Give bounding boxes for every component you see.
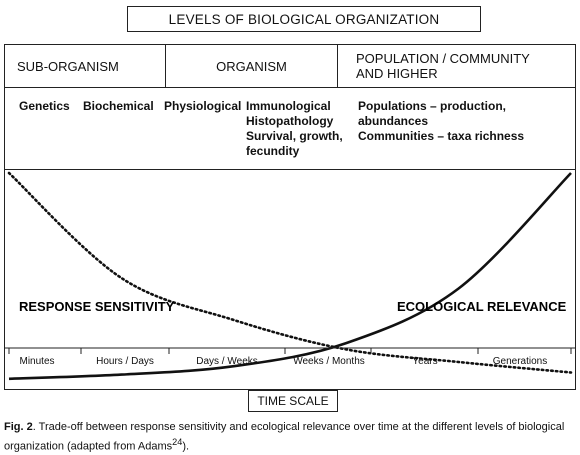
tick-label-weeks-months: Weeks / Months — [293, 356, 365, 367]
diagram-title: LEVELS OF BIOLOGICAL ORGANIZATION — [127, 6, 481, 32]
level-immunological: Immunological — [246, 99, 331, 113]
column-header-organism: ORGANISM — [166, 45, 338, 87]
x-axis-title: TIME SCALE — [248, 390, 338, 412]
level-organism-list: Immunological Histopathology Survival, g… — [246, 99, 343, 159]
level-biochemical: Biochemical — [83, 99, 154, 113]
column-label: SUB-ORGANISM — [17, 58, 119, 74]
level-fecundity: fecundity — [246, 144, 300, 158]
caption-text: . Trade-off between response sensitivity… — [4, 421, 565, 453]
tick-label-days-weeks: Days / Weeks — [196, 356, 258, 367]
tradeoff-chart: RESPONSE SENSITIVITY ECOLOGICAL RELEVANC… — [7, 171, 573, 381]
column-label-line2: AND HIGHER — [356, 66, 438, 81]
tick-label-hours-days: Hours / Days — [96, 356, 154, 367]
series-label-ecological-relevance: ECOLOGICAL RELEVANCE — [397, 299, 567, 314]
level-populations: Populations – production, — [358, 99, 506, 113]
column-header-population: POPULATION / COMMUNITY AND HIGHER — [338, 45, 575, 87]
figure-caption: Fig. 2. Trade-off between response sensi… — [4, 420, 578, 455]
tick-label-generations: Generations — [492, 356, 548, 367]
level-communities: Communities – taxa richness — [358, 129, 525, 143]
diagram-title-text: LEVELS OF BIOLOGICAL ORGANIZATION — [168, 11, 440, 27]
level-physiological: Physiological — [164, 99, 242, 113]
level-histopathology: Histopathology — [246, 114, 334, 128]
level-survival: Survival, growth, — [246, 129, 343, 143]
column-label-line1: POPULATION / COMMUNITY — [356, 51, 530, 66]
tick-label-years: Years — [412, 356, 438, 367]
diagram-frame: SUB-ORGANISM ORGANISM POPULATION / COMMU… — [4, 44, 576, 390]
tick-label-minutes: Minutes — [19, 356, 55, 367]
caption-figure-number: Fig. 2 — [4, 421, 33, 433]
column-label: ORGANISM — [216, 58, 287, 74]
series-line-ecological-relevance — [8, 172, 572, 381]
level-population-list: Populations – production, abundances Com… — [358, 99, 524, 144]
column-header-row: SUB-ORGANISM ORGANISM POPULATION / COMMU… — [5, 45, 575, 88]
x-axis-title-text: TIME SCALE — [257, 394, 329, 408]
level-abundances: abundances — [358, 114, 429, 128]
caption-suffix: ). — [182, 440, 190, 453]
level-genetics: Genetics — [19, 99, 70, 113]
time-axis — [4, 347, 576, 354]
levels-row: Genetics Biochemical Physiological Immun… — [5, 87, 575, 170]
column-header-sub-organism: SUB-ORGANISM — [5, 45, 166, 87]
caption-reference: 24 — [172, 437, 183, 447]
series-label-response-sensitivity: RESPONSE SENSITIVITY — [19, 299, 175, 314]
series-line-response-sensitivity — [7, 171, 573, 374]
